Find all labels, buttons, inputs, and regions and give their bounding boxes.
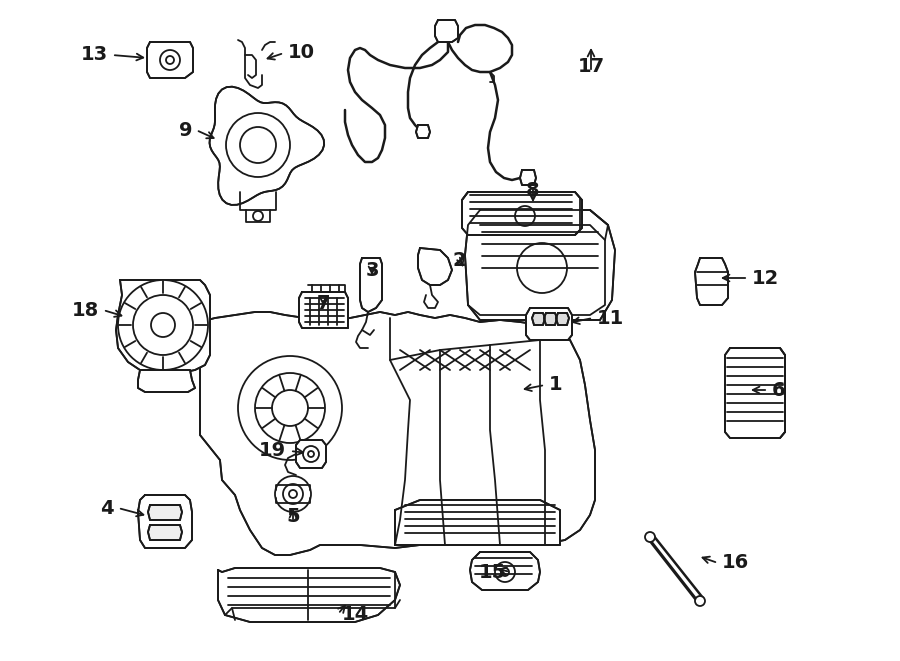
Polygon shape <box>418 248 452 285</box>
Polygon shape <box>532 313 545 325</box>
Polygon shape <box>138 495 192 548</box>
Text: 11: 11 <box>597 309 625 327</box>
Text: 15: 15 <box>479 563 506 582</box>
Text: 9: 9 <box>178 120 192 139</box>
Text: 12: 12 <box>752 268 779 288</box>
Text: 3: 3 <box>365 261 379 280</box>
Polygon shape <box>470 552 540 590</box>
Text: 16: 16 <box>722 553 749 572</box>
Text: 4: 4 <box>101 498 114 518</box>
Text: 8: 8 <box>526 181 540 200</box>
Polygon shape <box>218 568 400 622</box>
Polygon shape <box>435 20 458 42</box>
Text: 2: 2 <box>452 251 466 270</box>
Circle shape <box>226 113 290 177</box>
Circle shape <box>275 476 311 512</box>
Polygon shape <box>210 87 324 205</box>
Text: 5: 5 <box>286 507 300 526</box>
Text: 19: 19 <box>259 442 286 461</box>
Polygon shape <box>148 525 182 540</box>
Polygon shape <box>299 292 348 328</box>
Text: 18: 18 <box>72 301 99 319</box>
Polygon shape <box>462 192 582 235</box>
Polygon shape <box>138 370 195 392</box>
Text: 10: 10 <box>288 44 315 63</box>
Text: 14: 14 <box>342 605 369 623</box>
Polygon shape <box>695 258 728 305</box>
Text: 6: 6 <box>772 381 786 399</box>
Text: 7: 7 <box>316 294 329 313</box>
Polygon shape <box>296 440 326 468</box>
Polygon shape <box>416 125 430 138</box>
Polygon shape <box>465 210 615 320</box>
Polygon shape <box>526 308 572 340</box>
Polygon shape <box>544 313 557 325</box>
Polygon shape <box>395 500 560 545</box>
Polygon shape <box>725 348 785 438</box>
Circle shape <box>118 280 208 370</box>
Polygon shape <box>116 280 210 375</box>
Polygon shape <box>556 313 569 325</box>
Text: 13: 13 <box>81 46 108 65</box>
Polygon shape <box>148 505 182 520</box>
Polygon shape <box>200 310 595 555</box>
Circle shape <box>238 356 342 460</box>
Text: 17: 17 <box>578 57 605 76</box>
Polygon shape <box>360 258 382 312</box>
Text: 1: 1 <box>549 375 562 395</box>
Circle shape <box>695 596 705 606</box>
Circle shape <box>645 532 655 542</box>
Polygon shape <box>520 170 536 185</box>
Polygon shape <box>147 42 193 78</box>
